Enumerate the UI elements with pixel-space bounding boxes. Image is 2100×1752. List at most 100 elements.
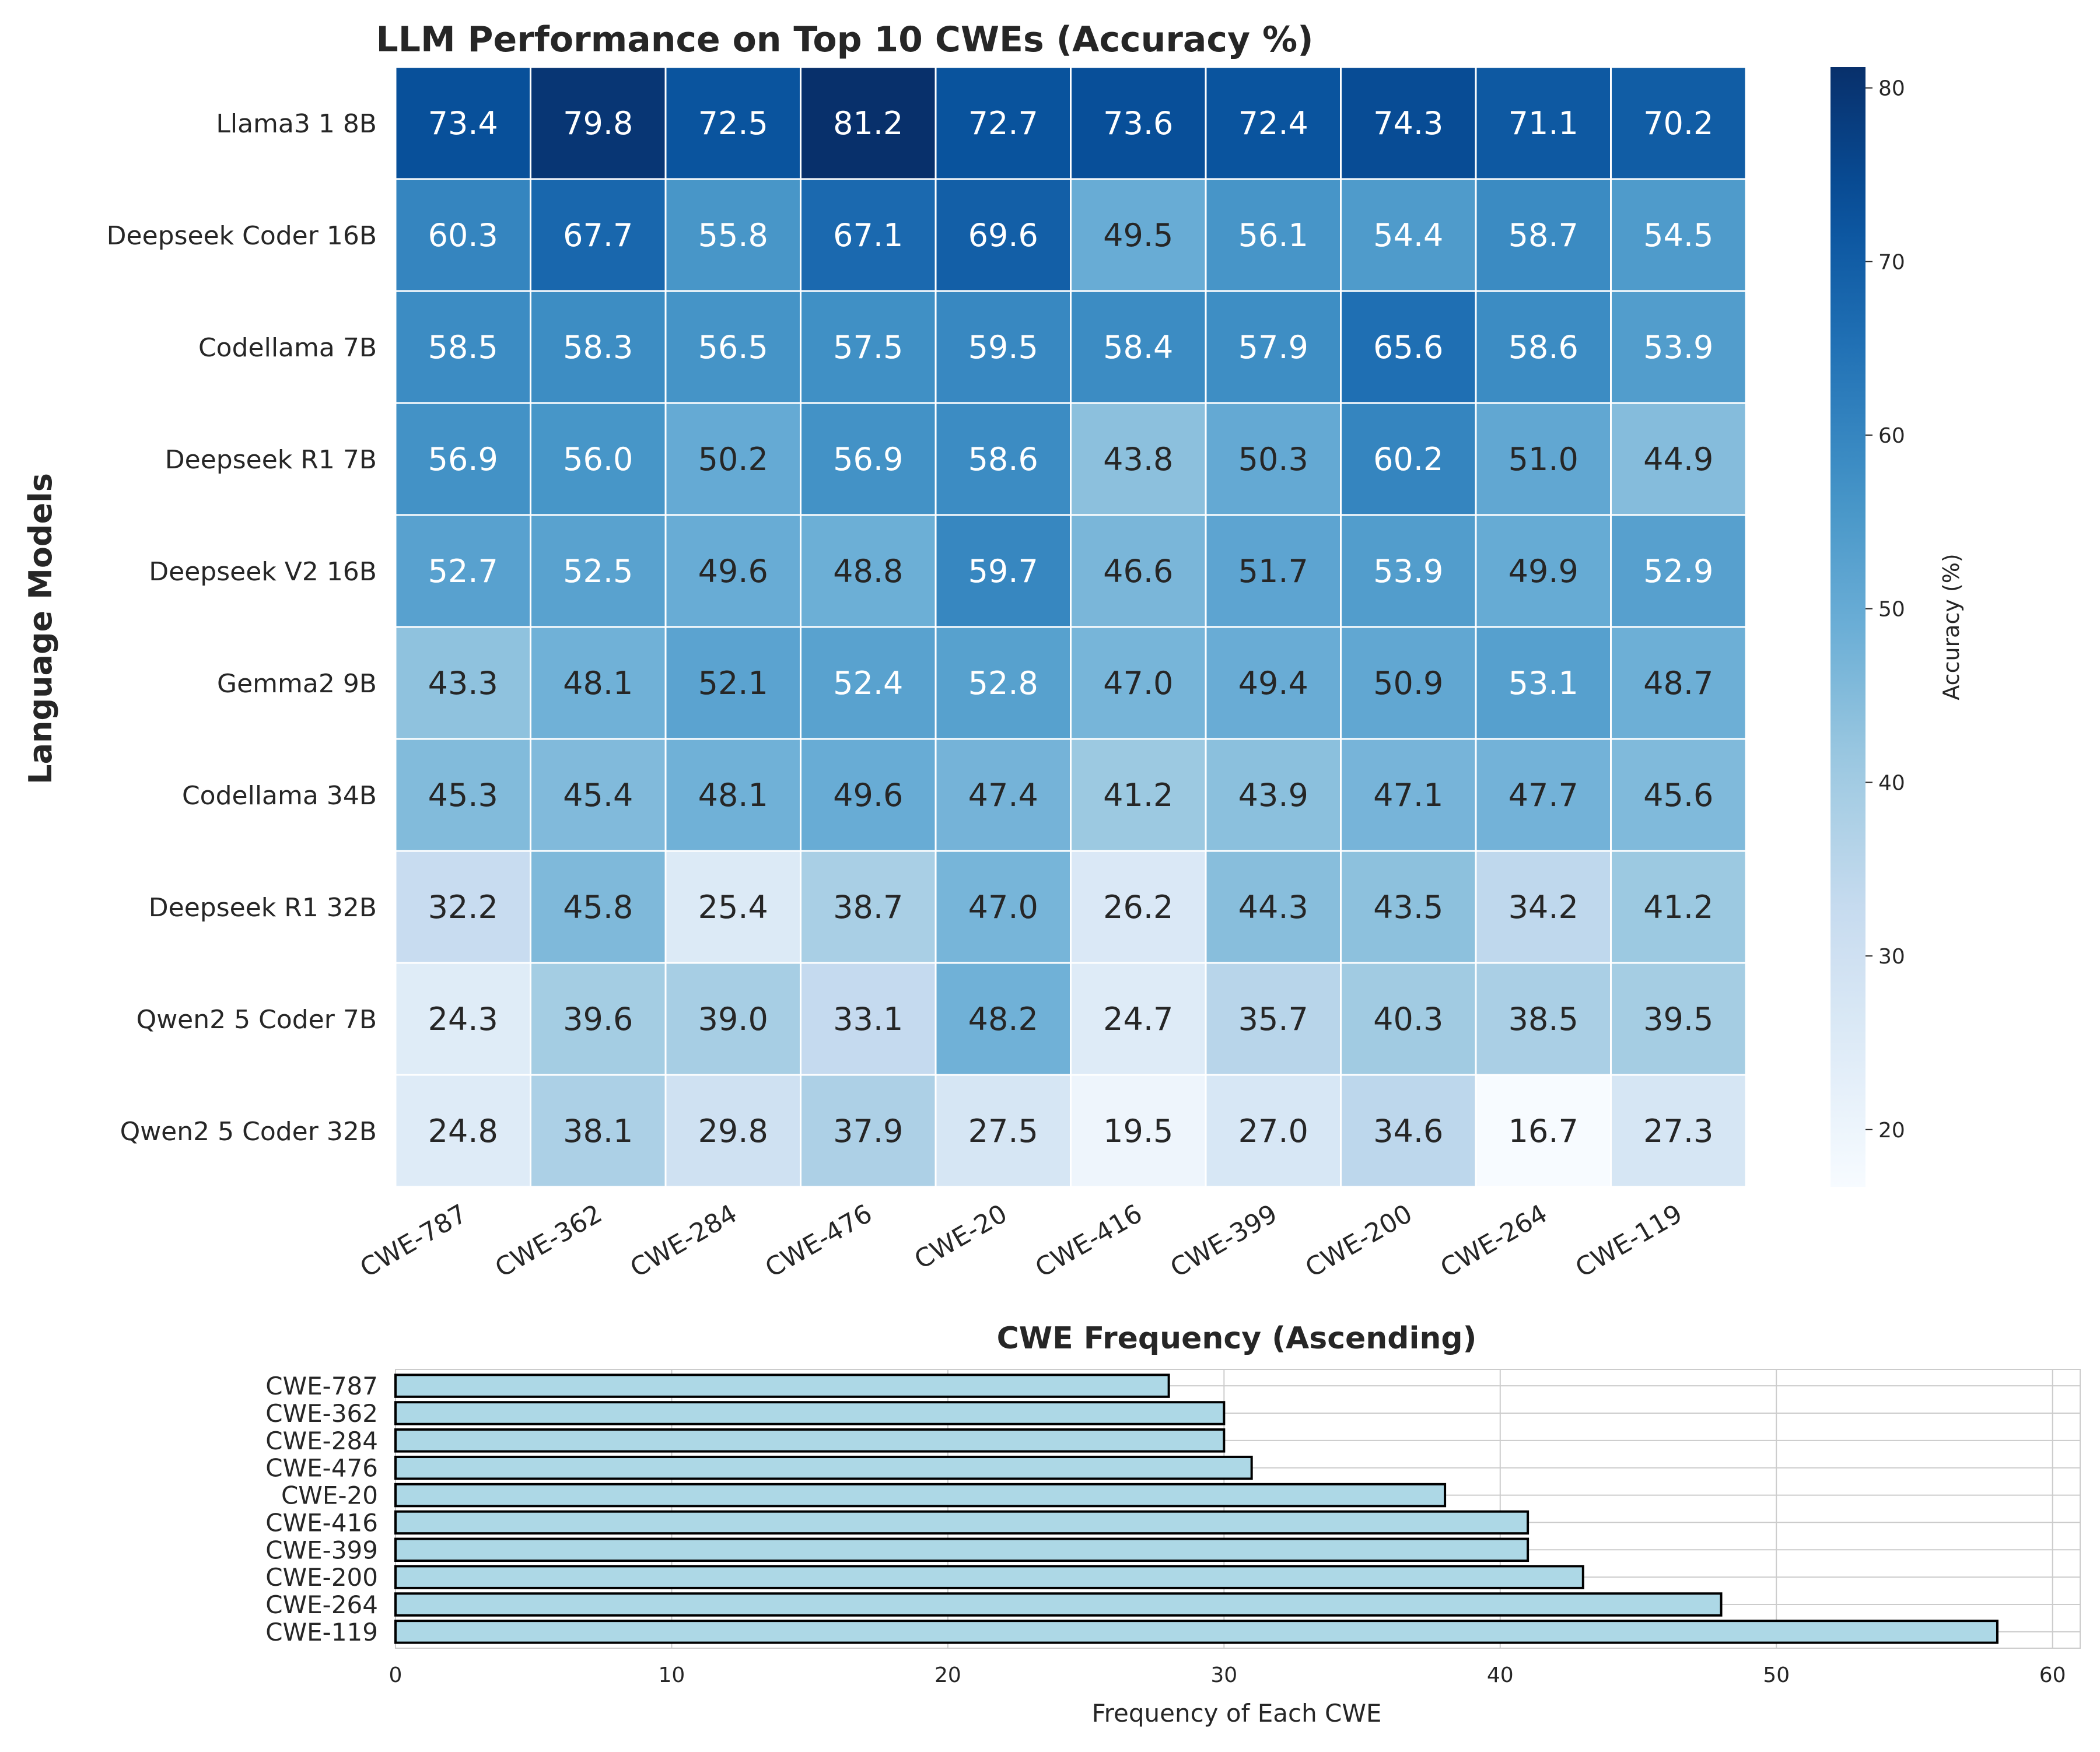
heatmap-cell-value: 51.0 [1508, 441, 1578, 478]
heatmap-cell [935, 738, 1072, 852]
heatmap-cell [1475, 1074, 1612, 1188]
heatmap-cell-value: 54.4 [1373, 217, 1443, 254]
bar-chart-y-tick-label: CWE-20 [281, 1481, 378, 1510]
heatmap-cell [664, 66, 802, 180]
bar-chart-y-tick-label: CWE-787 [265, 1372, 378, 1400]
heatmap-cell [1340, 290, 1477, 404]
heatmap-cell-value: 58.4 [1103, 329, 1173, 366]
heatmap-cell [800, 402, 937, 516]
heatmap-cell [1340, 66, 1477, 180]
heatmap-cell [1610, 738, 1747, 852]
bar-chart-bars [394, 1373, 1999, 1644]
heatmap-cell [800, 290, 937, 404]
colorbar-label: Accuracy (%) [1938, 553, 1964, 700]
heatmap-cell-value: 32.2 [428, 889, 498, 926]
heatmap-cell-value: 45.8 [563, 889, 633, 926]
heatmap-cell-value: 43.9 [1238, 777, 1308, 814]
heatmap-cell-value: 79.8 [563, 105, 633, 142]
heatmap-cell [1475, 178, 1612, 292]
heatmap-cell-value: 52.4 [833, 665, 903, 702]
heatmap-row-label: Qwen2 5 Coder 32B [120, 1117, 377, 1147]
heatmap-cell-value: 38.1 [563, 1113, 633, 1150]
heatmap-cell-value: 58.6 [1508, 329, 1578, 366]
bar-chart-y-ticks: CWE-787CWE-362CWE-284CWE-476CWE-20CWE-41… [265, 1372, 378, 1646]
heatmap-cell-value: 34.2 [1508, 889, 1578, 926]
heatmap-cell-value: 47.7 [1508, 777, 1578, 814]
heatmap-cell-value: 58.3 [563, 329, 633, 366]
heatmap-cell [664, 290, 802, 404]
heatmap-cell-value: 40.3 [1373, 1001, 1443, 1038]
heatmap-cell-value: 65.6 [1373, 329, 1443, 366]
heatmap-cell-value: 50.2 [698, 441, 768, 478]
heatmap-cell-value: 56.1 [1238, 217, 1308, 254]
bar-chart-y-tick-label: CWE-264 [265, 1590, 378, 1619]
heatmap-cell-value: 27.5 [968, 1113, 1038, 1150]
heatmap-cell [1340, 1074, 1477, 1188]
heatmap-cell-value: 44.9 [1643, 441, 1713, 478]
heatmap-cell-value: 39.5 [1643, 1001, 1713, 1038]
heatmap-row-label: Qwen2 5 Coder 7B [136, 1005, 377, 1035]
heatmap-cell [935, 1074, 1072, 1188]
heatmap-row-label: Deepseek V2 16B [149, 557, 377, 587]
heatmap-chart: LLM Performance on Top 10 CWEs (Accuracy… [22, 19, 1747, 1283]
heatmap-cell-value: 48.7 [1643, 665, 1713, 702]
heatmap-cell-value: 73.4 [428, 105, 498, 142]
heatmap-cell-value: 74.3 [1373, 105, 1443, 142]
heatmap-cell [1610, 962, 1747, 1076]
bar [394, 1373, 1170, 1398]
heatmap-cell-value: 53.9 [1373, 553, 1443, 590]
heatmap-cell-value: 38.5 [1508, 1001, 1578, 1038]
colorbar-gradient [1831, 67, 1866, 1187]
heatmap-cell [1610, 178, 1747, 292]
heatmap-cell-value: 35.7 [1238, 1001, 1308, 1038]
heatmap-row-label: Codellama 34B [182, 781, 377, 811]
colorbar-tick-label: 60 [1878, 424, 1905, 448]
heatmap-cell [1475, 66, 1612, 180]
heatmap-cell-value: 16.7 [1508, 1113, 1578, 1150]
heatmap-cell-value: 29.8 [698, 1113, 768, 1150]
heatmap-cell-value: 24.7 [1103, 1001, 1173, 1038]
heatmap-cell [530, 290, 667, 404]
heatmap-cell-value: 34.6 [1373, 1113, 1443, 1150]
heatmap-cell-value: 72.4 [1238, 105, 1308, 142]
heatmap-cell-value: 41.2 [1103, 777, 1173, 814]
heatmap-cell [1070, 738, 1207, 852]
heatmap-cell-value: 59.5 [968, 329, 1038, 366]
heatmap-cell-value: 38.7 [833, 889, 903, 926]
heatmap-cell [1610, 850, 1747, 964]
heatmap-cell-value: 57.9 [1238, 329, 1308, 366]
bar [394, 1565, 1584, 1589]
heatmap-cell [530, 1074, 667, 1188]
heatmap-cell-value: 53.1 [1508, 665, 1578, 702]
bar-chart-x-tick-label: 0 [389, 1663, 402, 1687]
colorbar-tick-label: 40 [1878, 771, 1905, 795]
heatmap-cell [394, 626, 531, 740]
heatmap-cell [935, 850, 1072, 964]
heatmap-cell [935, 66, 1072, 180]
heatmap-cell-value: 67.7 [563, 217, 633, 254]
heatmap-cell [1070, 850, 1207, 964]
heatmap-cell [394, 1074, 531, 1188]
heatmap-cell [800, 178, 937, 292]
heatmap-cell-value: 47.1 [1373, 777, 1443, 814]
heatmap-cell-value: 24.3 [428, 1001, 498, 1038]
heatmap-cell-value: 52.7 [428, 553, 498, 590]
heatmap-cell [1205, 962, 1342, 1076]
heatmap-cell [530, 66, 667, 180]
bar-chart-x-tick-label: 50 [1763, 1663, 1790, 1687]
heatmap-cell [664, 738, 802, 852]
heatmap-cell-value: 55.8 [698, 217, 768, 254]
heatmap-cell [530, 402, 667, 516]
bar-chart-x-tick-label: 10 [659, 1663, 685, 1687]
heatmap-cell-value: 49.4 [1238, 665, 1308, 702]
heatmap-cell [1340, 402, 1477, 516]
heatmap-cell-value: 58.6 [968, 441, 1038, 478]
heatmap-cell-value: 26.2 [1103, 889, 1173, 926]
bar-chart-y-tick-label: CWE-362 [265, 1399, 378, 1428]
heatmap-cell [1070, 626, 1207, 740]
heatmap-cell-value: 58.5 [428, 329, 498, 366]
heatmap-cell [1475, 738, 1612, 852]
bar [394, 1401, 1226, 1425]
heatmap-cell [394, 290, 531, 404]
